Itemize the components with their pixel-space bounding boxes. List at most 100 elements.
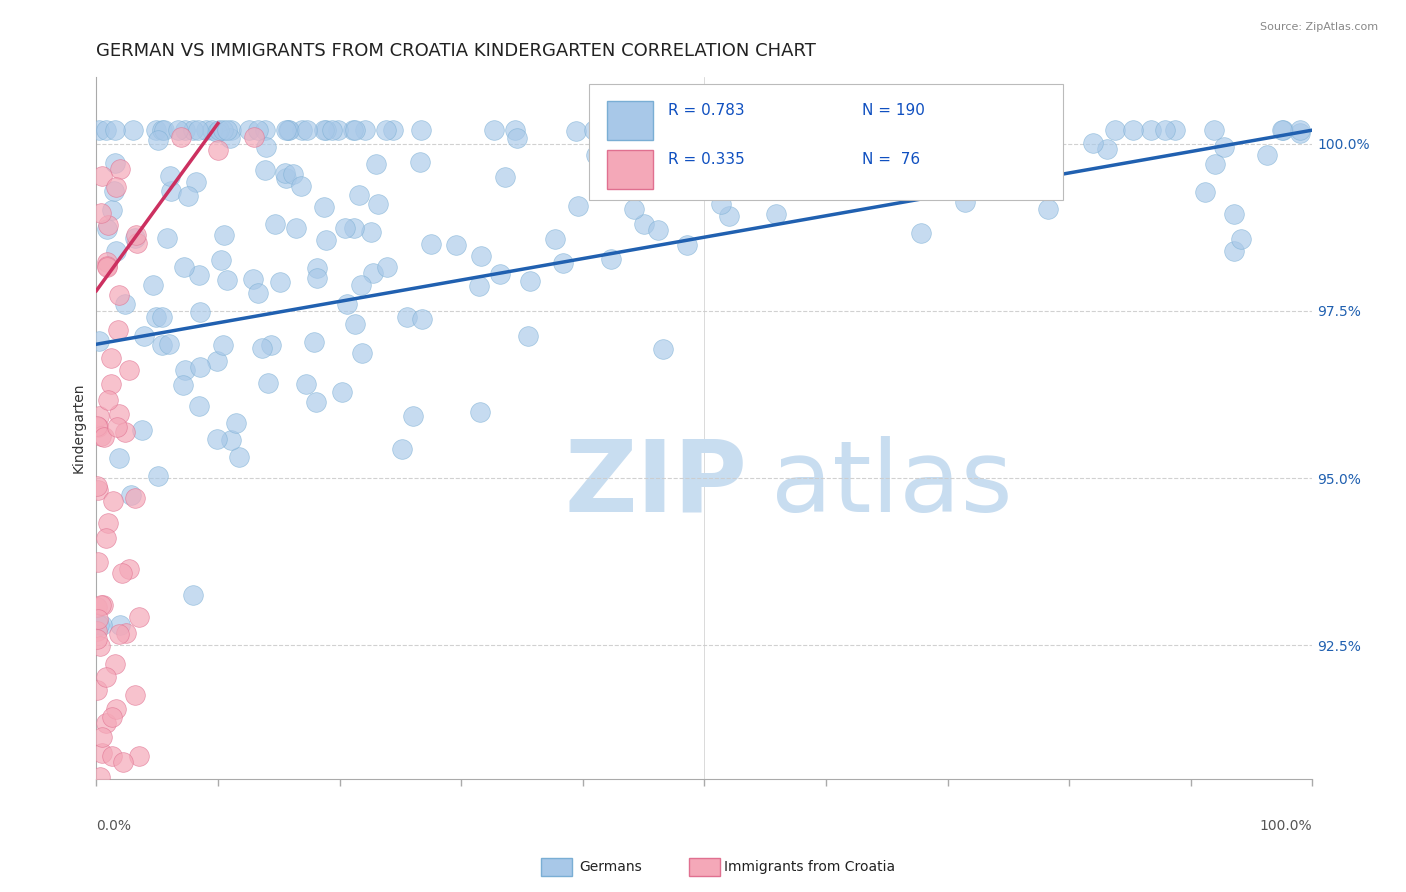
Point — [350, 346, 373, 360]
Point — [254, 140, 277, 154]
Point — [128, 609, 150, 624]
Point — [470, 249, 492, 263]
Point — [108, 407, 131, 421]
Point — [1204, 156, 1226, 170]
Point — [243, 129, 266, 144]
Point — [108, 288, 131, 302]
Point — [107, 451, 129, 466]
Point — [89, 770, 111, 784]
Point — [605, 133, 627, 147]
Point — [1122, 123, 1144, 137]
Point — [183, 588, 205, 602]
Point — [188, 359, 211, 374]
Point — [333, 221, 356, 235]
Point — [101, 883, 124, 892]
Point — [1036, 202, 1059, 217]
Point — [343, 317, 366, 331]
Point — [744, 157, 766, 171]
Point — [86, 683, 108, 698]
Point — [640, 154, 662, 169]
Point — [706, 123, 728, 137]
Point — [87, 828, 110, 842]
Point — [733, 171, 755, 186]
Text: GERMAN VS IMMIGRANTS FROM CROATIA KINDERGARTEN CORRELATION CHART: GERMAN VS IMMIGRANTS FROM CROATIA KINDER… — [97, 42, 817, 60]
Point — [354, 123, 377, 137]
Point — [114, 626, 136, 640]
Point — [155, 231, 177, 245]
Point — [269, 275, 291, 289]
Point — [87, 409, 110, 423]
Point — [118, 363, 141, 377]
Point — [419, 237, 441, 252]
Point — [153, 123, 176, 137]
Point — [1154, 123, 1177, 137]
Point — [118, 561, 141, 575]
Point — [181, 123, 204, 137]
Point — [246, 285, 269, 300]
Point — [219, 131, 242, 145]
Point — [402, 409, 425, 424]
Point — [488, 267, 510, 281]
Text: 100.0%: 100.0% — [1260, 819, 1312, 833]
Point — [190, 304, 212, 318]
Point — [391, 442, 413, 456]
Point — [295, 123, 318, 137]
Point — [254, 123, 277, 137]
Point — [882, 153, 904, 168]
Point — [86, 599, 108, 614]
Bar — [607, 151, 654, 189]
Point — [644, 167, 666, 181]
Point — [585, 148, 607, 162]
Point — [110, 618, 132, 632]
Point — [174, 363, 197, 377]
Point — [150, 338, 173, 352]
Point — [675, 237, 697, 252]
Point — [307, 261, 329, 276]
Point — [87, 618, 110, 632]
Point — [131, 423, 153, 437]
Point — [90, 206, 112, 220]
Point — [90, 746, 112, 760]
Point — [100, 351, 122, 365]
Point — [1271, 123, 1294, 137]
Point — [361, 266, 384, 280]
Point — [177, 188, 200, 202]
Point — [100, 377, 122, 392]
Point — [170, 129, 193, 144]
Point — [336, 297, 359, 311]
Point — [238, 123, 260, 137]
Point — [212, 338, 235, 352]
Point — [205, 354, 228, 368]
Point — [128, 748, 150, 763]
Point — [583, 123, 606, 137]
Point — [295, 376, 318, 391]
Point — [90, 429, 112, 443]
Point — [97, 392, 120, 407]
Point — [201, 123, 224, 137]
Point — [647, 223, 669, 237]
Point — [125, 227, 148, 242]
Point — [350, 277, 373, 292]
Point — [212, 228, 235, 243]
Point — [159, 169, 181, 184]
Point — [321, 123, 343, 137]
Point — [157, 337, 180, 351]
Point — [104, 657, 127, 671]
Point — [567, 199, 589, 213]
Point — [725, 123, 748, 137]
Point — [96, 221, 118, 235]
Point — [104, 836, 127, 850]
Point — [247, 123, 270, 137]
Point — [360, 225, 382, 239]
Point — [274, 166, 297, 180]
Point — [343, 221, 366, 235]
Point — [1289, 123, 1312, 137]
Point — [411, 123, 433, 137]
Point — [382, 123, 405, 137]
Point — [718, 209, 741, 223]
Point — [100, 830, 122, 845]
Point — [97, 516, 120, 531]
Point — [900, 123, 922, 137]
Point — [101, 202, 124, 217]
Point — [668, 123, 690, 137]
